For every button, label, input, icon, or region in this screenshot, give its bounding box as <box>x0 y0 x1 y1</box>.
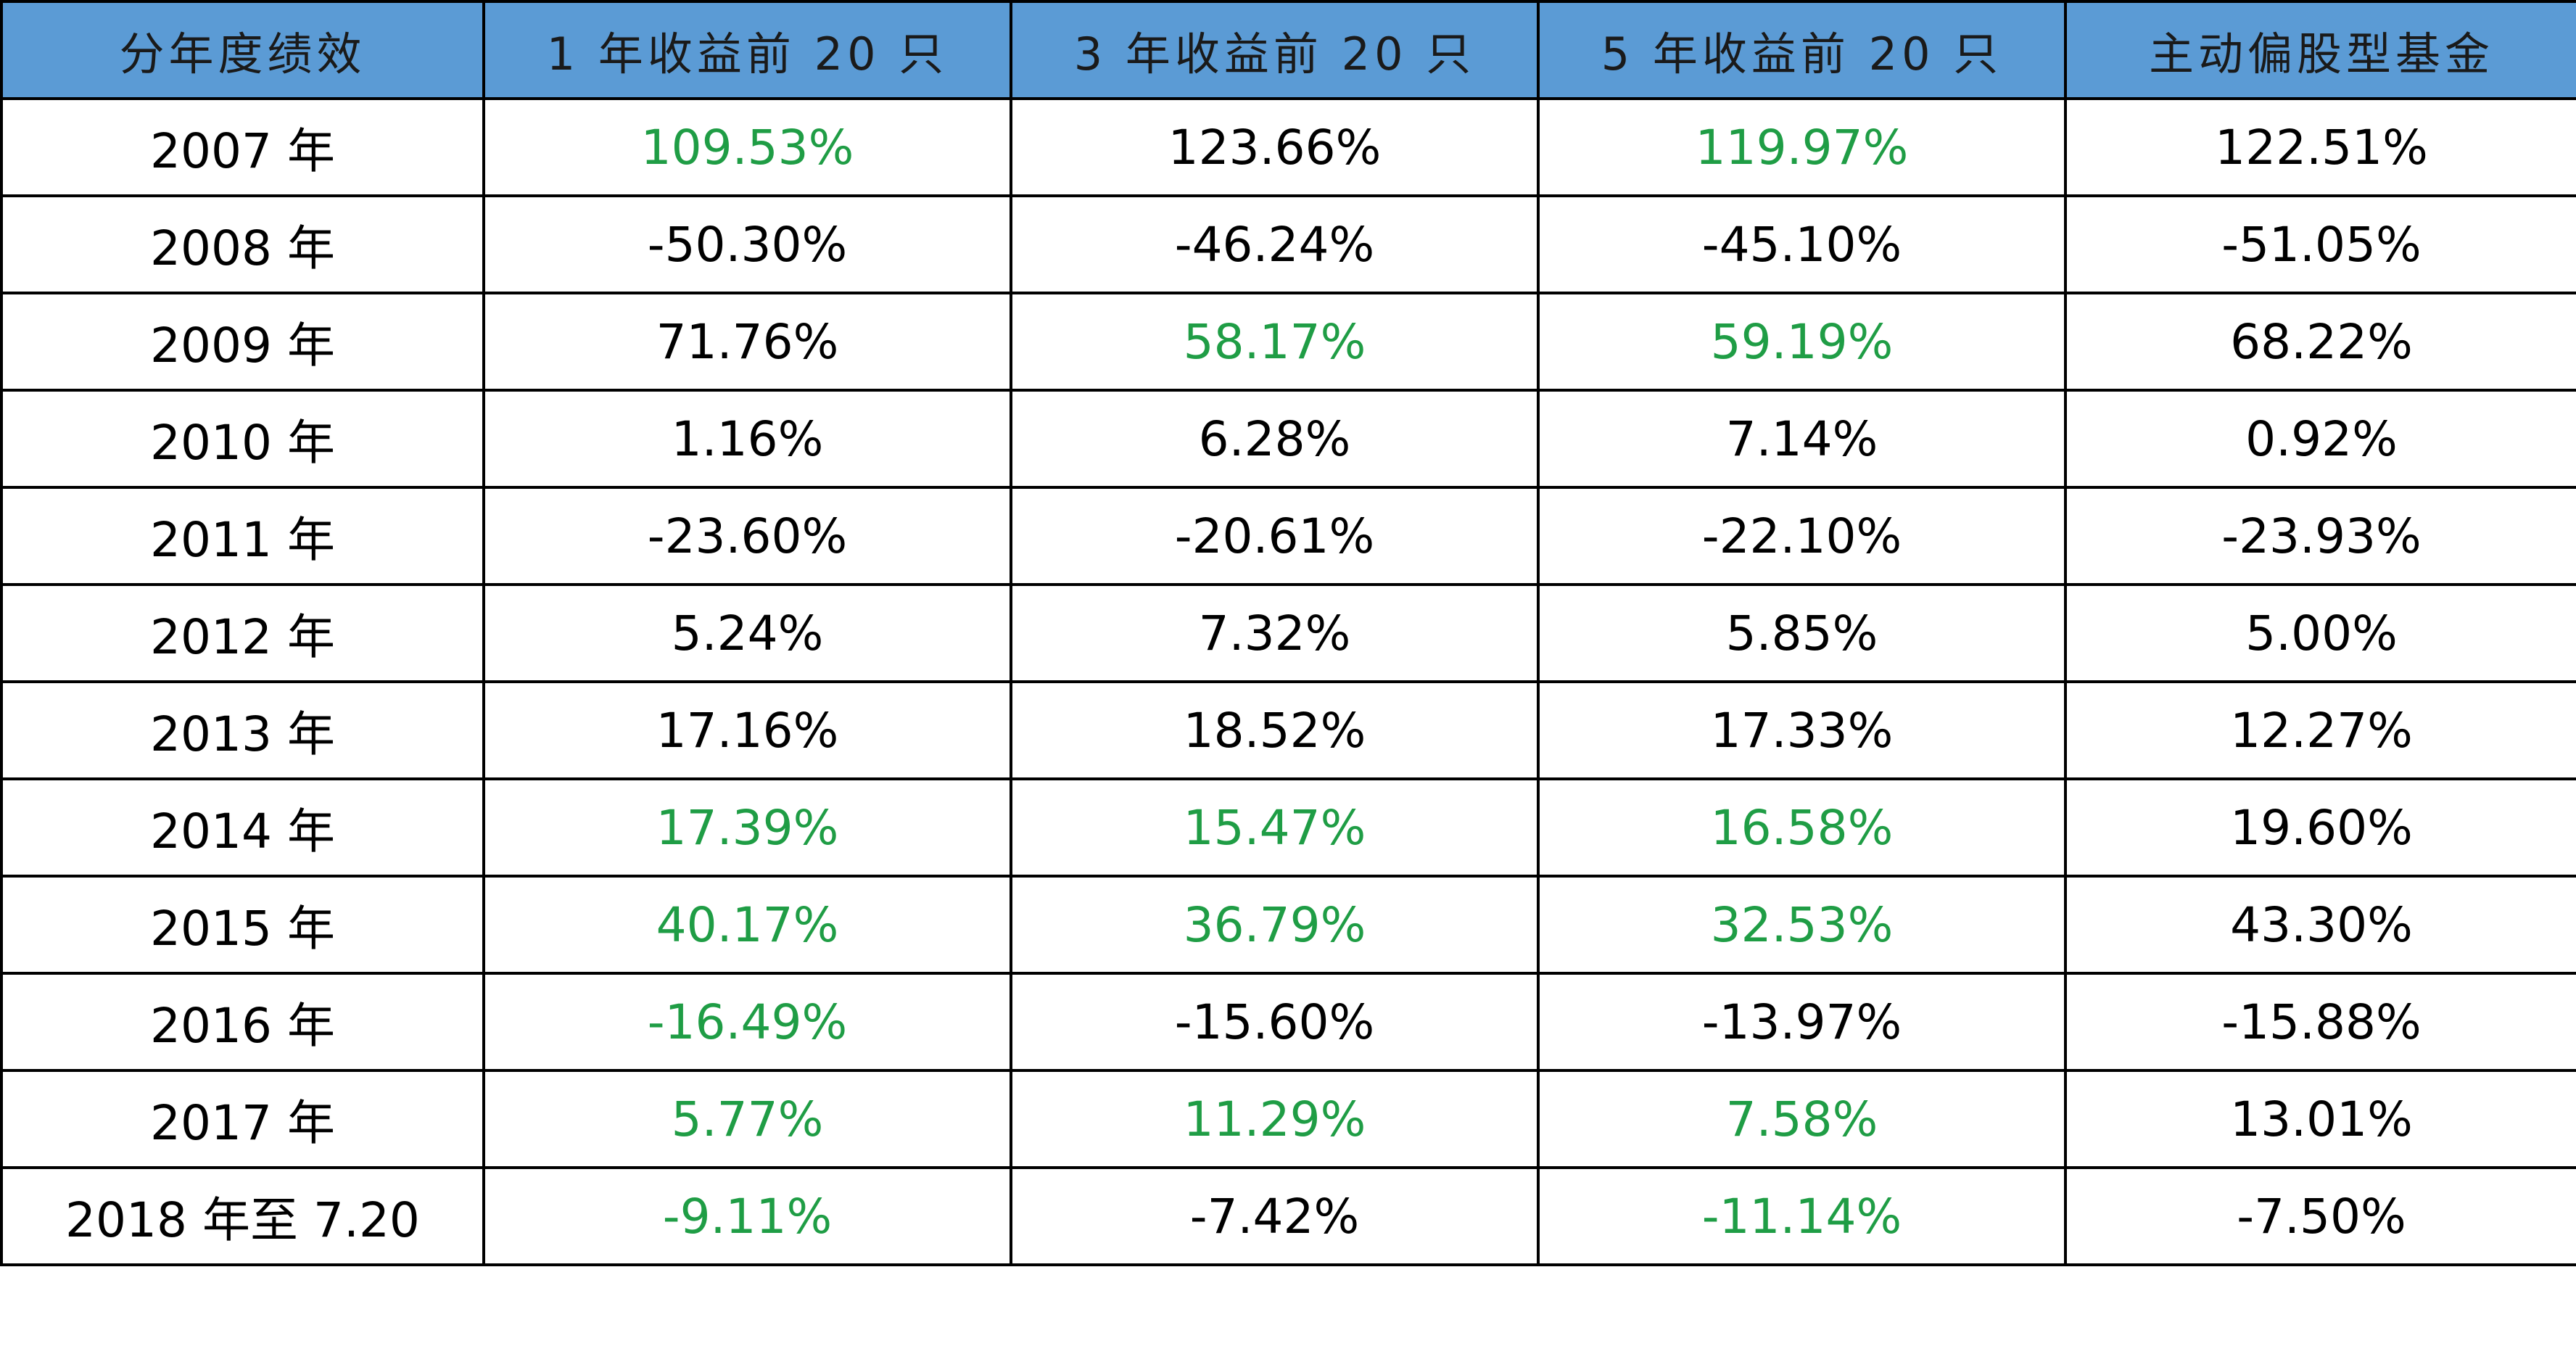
table-row: 2017 年 5.77% 11.29% 7.58% 13.01% <box>0 1069 2576 1169</box>
table-row: 2007 年 109.53% 123.66% 119.97% 122.51% <box>0 97 2576 197</box>
year-label: 2013 年 <box>0 680 485 780</box>
value-cell: -15.60% <box>1010 972 1540 1072</box>
year-label: 2014 年 <box>0 777 485 878</box>
value-cell: 40.17% <box>482 875 1012 975</box>
header-row: 分年度绩效 1 年收益前 20 只 3 年收益前 20 只 5 年收益前 20 … <box>0 0 2576 100</box>
year-label: 2009 年 <box>0 292 485 392</box>
header-top20-5yr: 5 年收益前 20 只 <box>1537 0 2067 100</box>
value-cell: 109.53% <box>482 97 1012 197</box>
value-cell: 6.28% <box>1010 389 1540 489</box>
value-cell: 7.58% <box>1537 1069 2067 1169</box>
value-cell: 58.17% <box>1010 292 1540 392</box>
value-cell: 71.76% <box>482 292 1012 392</box>
value-cell: 5.85% <box>1537 583 2067 683</box>
year-label: 2010 年 <box>0 389 485 489</box>
value-cell: 16.58% <box>1537 777 2067 878</box>
year-label: 2011 年 <box>0 486 485 586</box>
year-label: 2012 年 <box>0 583 485 683</box>
value-cell: -22.10% <box>1537 486 2067 586</box>
value-cell: 1.16% <box>482 389 1012 489</box>
value-cell: -7.50% <box>2064 1166 2576 1266</box>
value-cell: 68.22% <box>2064 292 2576 392</box>
value-cell: 17.33% <box>1537 680 2067 780</box>
header-active-equity-fund: 主动偏股型基金 <box>2064 0 2576 100</box>
value-cell: 19.60% <box>2064 777 2576 878</box>
table-row: 2014 年 17.39% 15.47% 16.58% 19.60% <box>0 777 2576 878</box>
value-cell: 5.00% <box>2064 583 2576 683</box>
value-cell: 59.19% <box>1537 292 2067 392</box>
table-row: 2009 年 71.76% 58.17% 59.19% 68.22% <box>0 292 2576 392</box>
year-label: 2007 年 <box>0 97 485 197</box>
value-cell: 36.79% <box>1010 875 1540 975</box>
table-body: 2007 年 109.53% 123.66% 119.97% 122.51% 2008 年… <box>0 97 2576 1266</box>
value-cell: -20.61% <box>1010 486 1540 586</box>
table-row: 2018 年至 7.20 -9.11% -7.42% -11.14% -7.50% <box>0 1166 2576 1266</box>
year-label: 2008 年 <box>0 194 485 294</box>
value-cell: -50.30% <box>482 194 1012 294</box>
value-cell: -7.42% <box>1010 1166 1540 1266</box>
value-cell: 119.97% <box>1537 97 2067 197</box>
table-row: 2015 年 40.17% 36.79% 32.53% 43.30% <box>0 875 2576 975</box>
value-cell: 7.32% <box>1010 583 1540 683</box>
value-cell: -23.60% <box>482 486 1012 586</box>
value-cell: -51.05% <box>2064 194 2576 294</box>
value-cell: 17.16% <box>482 680 1012 780</box>
value-cell: 18.52% <box>1010 680 1540 780</box>
value-cell: -11.14% <box>1537 1166 2067 1266</box>
year-label: 2018 年至 7.20 <box>0 1166 485 1266</box>
header-top20-3yr: 3 年收益前 20 只 <box>1010 0 1540 100</box>
value-cell: 11.29% <box>1010 1069 1540 1169</box>
value-cell: 5.77% <box>482 1069 1012 1169</box>
header-year-performance: 分年度绩效 <box>0 0 485 100</box>
value-cell: -13.97% <box>1537 972 2067 1072</box>
value-cell: 12.27% <box>2064 680 2576 780</box>
value-cell: 122.51% <box>2064 97 2576 197</box>
value-cell: -9.11% <box>482 1166 1012 1266</box>
value-cell: 32.53% <box>1537 875 2067 975</box>
performance-table-container: 分年度绩效 1 年收益前 20 只 3 年收益前 20 只 5 年收益前 20 … <box>0 0 2576 1266</box>
header-top20-1yr: 1 年收益前 20 只 <box>482 0 1012 100</box>
table-row: 2012 年 5.24% 7.32% 5.85% 5.00% <box>0 583 2576 683</box>
value-cell: 5.24% <box>482 583 1012 683</box>
table-row: 2008 年 -50.30% -46.24% -45.10% -51.05% <box>0 194 2576 294</box>
year-label: 2016 年 <box>0 972 485 1072</box>
value-cell: 15.47% <box>1010 777 1540 878</box>
value-cell: 123.66% <box>1010 97 1540 197</box>
value-cell: -23.93% <box>2064 486 2576 586</box>
value-cell: 43.30% <box>2064 875 2576 975</box>
year-label: 2017 年 <box>0 1069 485 1169</box>
year-label: 2015 年 <box>0 875 485 975</box>
table-row: 2013 年 17.16% 18.52% 17.33% 12.27% <box>0 680 2576 780</box>
value-cell: -46.24% <box>1010 194 1540 294</box>
table-row: 2016 年 -16.49% -15.60% -13.97% -15.88% <box>0 972 2576 1072</box>
table-header: 分年度绩效 1 年收益前 20 只 3 年收益前 20 只 5 年收益前 20 … <box>0 0 2576 100</box>
value-cell: -16.49% <box>482 972 1012 1072</box>
value-cell: -15.88% <box>2064 972 2576 1072</box>
table-row: 2010 年 1.16% 6.28% 7.14% 0.92% <box>0 389 2576 489</box>
value-cell: 0.92% <box>2064 389 2576 489</box>
performance-table: 分年度绩效 1 年收益前 20 只 3 年收益前 20 只 5 年收益前 20 … <box>0 0 2576 1266</box>
value-cell: 13.01% <box>2064 1069 2576 1169</box>
value-cell: -45.10% <box>1537 194 2067 294</box>
value-cell: 7.14% <box>1537 389 2067 489</box>
table-row: 2011 年 -23.60% -20.61% -22.10% -23.93% <box>0 486 2576 586</box>
value-cell: 17.39% <box>482 777 1012 878</box>
